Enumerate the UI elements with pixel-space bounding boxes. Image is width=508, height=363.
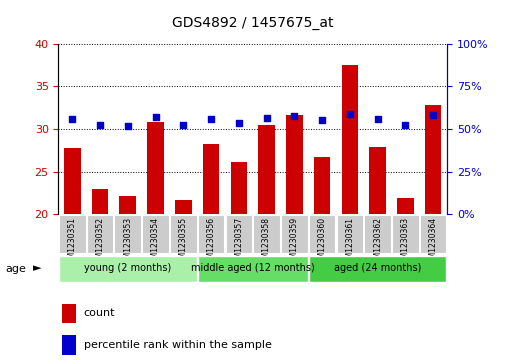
FancyBboxPatch shape (309, 215, 335, 253)
Bar (64, 148, 81, 214)
FancyBboxPatch shape (198, 256, 308, 282)
FancyBboxPatch shape (59, 256, 197, 282)
Text: GSM1230356: GSM1230356 (207, 217, 215, 269)
Text: GSM1230355: GSM1230355 (179, 217, 188, 269)
FancyBboxPatch shape (87, 215, 113, 253)
Text: ►: ► (33, 264, 42, 274)
Bar (62, 335, 76, 355)
Bar (203, 144, 219, 214)
Bar (369, 147, 386, 214)
FancyBboxPatch shape (309, 256, 447, 282)
FancyBboxPatch shape (253, 215, 280, 253)
Text: GSM1230352: GSM1230352 (96, 217, 105, 268)
Text: GSM1230362: GSM1230362 (373, 217, 382, 268)
Point (124, 123, 132, 129)
Point (179, 123, 187, 129)
Text: middle aged (12 months): middle aged (12 months) (191, 263, 314, 273)
Point (263, 115, 271, 121)
Text: GSM1230364: GSM1230364 (429, 217, 438, 269)
Bar (62, 304, 76, 323)
Text: age: age (5, 264, 26, 274)
Text: count: count (84, 308, 115, 318)
Bar (175, 200, 192, 214)
Bar (397, 198, 414, 214)
Point (96, 122, 104, 127)
Point (235, 120, 243, 126)
FancyBboxPatch shape (364, 215, 391, 253)
FancyBboxPatch shape (170, 215, 197, 253)
Text: GSM1230358: GSM1230358 (262, 217, 271, 268)
FancyBboxPatch shape (281, 215, 308, 253)
Bar (314, 157, 330, 214)
Text: GDS4892 / 1457675_at: GDS4892 / 1457675_at (172, 16, 333, 30)
Point (68, 117, 76, 122)
Point (401, 122, 409, 127)
Point (290, 113, 298, 119)
Bar (425, 105, 441, 214)
FancyBboxPatch shape (337, 215, 363, 253)
Bar (258, 125, 275, 214)
Point (151, 114, 160, 120)
Text: percentile rank within the sample: percentile rank within the sample (84, 340, 272, 350)
Point (373, 116, 382, 122)
FancyBboxPatch shape (420, 215, 447, 253)
Bar (147, 122, 164, 214)
Text: GSM1230359: GSM1230359 (290, 217, 299, 269)
Text: GSM1230357: GSM1230357 (234, 217, 243, 269)
FancyBboxPatch shape (59, 215, 86, 253)
Point (429, 112, 437, 118)
FancyBboxPatch shape (114, 215, 141, 253)
Point (318, 117, 326, 123)
Bar (286, 115, 303, 214)
Bar (92, 189, 108, 214)
Point (207, 116, 215, 122)
Text: GSM1230353: GSM1230353 (123, 217, 132, 269)
Text: GSM1230363: GSM1230363 (401, 217, 410, 269)
FancyBboxPatch shape (226, 215, 252, 253)
Text: GSM1230360: GSM1230360 (318, 217, 327, 269)
FancyBboxPatch shape (198, 215, 225, 253)
Point (346, 111, 354, 117)
Text: GSM1230361: GSM1230361 (345, 217, 355, 268)
Bar (119, 196, 136, 214)
Text: GSM1230351: GSM1230351 (68, 217, 77, 268)
Bar (341, 65, 358, 214)
FancyBboxPatch shape (392, 215, 419, 253)
Text: aged (24 months): aged (24 months) (334, 263, 421, 273)
Text: GSM1230354: GSM1230354 (151, 217, 160, 269)
Bar (231, 162, 247, 214)
Text: young (2 months): young (2 months) (84, 263, 171, 273)
FancyBboxPatch shape (142, 215, 169, 253)
